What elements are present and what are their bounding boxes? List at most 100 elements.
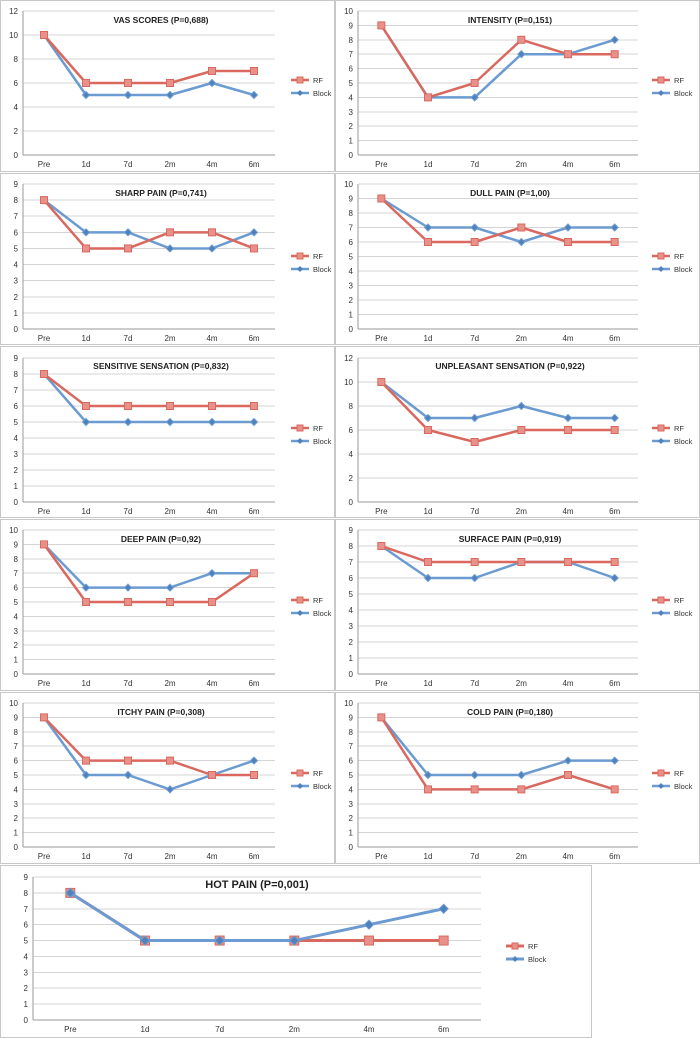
data-point-rf (82, 756, 90, 765)
x-tick-label: 2m (164, 852, 175, 861)
x-tick-label: 4m (206, 852, 217, 861)
x-tick-label: 2m (164, 334, 175, 343)
data-point-rf (166, 228, 174, 237)
legend-label-rf: RF (674, 76, 684, 85)
data-point-block (123, 90, 133, 100)
y-tick-label: 4 (14, 785, 19, 794)
chart-title: SHARP PAIN (P=0,741) (115, 188, 207, 198)
legend-marker-rf (657, 424, 665, 432)
y-tick-label: 7 (24, 905, 29, 914)
x-tick-label: 6m (609, 679, 620, 688)
x-tick-label: 1d (424, 160, 433, 169)
y-tick-label: 0 (14, 498, 19, 507)
series-line-block (43, 543, 254, 589)
y-tick-label: 3 (14, 627, 19, 636)
data-point-block (81, 90, 91, 100)
y-tick-label: 10 (344, 7, 353, 16)
y-tick-label: 7 (14, 742, 19, 751)
data-point-block (165, 244, 175, 253)
data-point-block (123, 417, 133, 427)
x-tick-label: 4m (562, 334, 573, 343)
series-line-block (380, 381, 615, 420)
series-line-block (69, 891, 444, 943)
y-tick-label: 8 (14, 728, 19, 737)
chart-panel-deep-pain: 0 1 2 3 4 5 6 7 8 9 10 Pre 1d 7d 2m 4m 6m DEEP PAIN (P=0,… (0, 519, 335, 691)
legend-marker-block (297, 610, 303, 616)
series-line-rf (69, 891, 444, 943)
data-point-block (81, 417, 91, 427)
data-point-rf (470, 238, 479, 246)
data-point-block (249, 756, 259, 765)
y-tick-label: 1 (24, 1000, 29, 1009)
x-tick-label: 7d (470, 334, 479, 343)
x-tick-label: 2m (516, 679, 527, 688)
line-chart: 0 1 2 3 4 5 6 7 8 9 10 Pre 1d 7d 2m 4m 6m ITCHY PAIN (P=0… (9, 699, 332, 861)
data-point-block (610, 35, 619, 45)
data-point-block (123, 583, 133, 592)
data-point-block (123, 770, 133, 780)
legend-label-block: Block (313, 782, 332, 791)
x-tick-label: 6m (609, 852, 620, 861)
x-tick-label: 7d (470, 160, 479, 169)
data-point-rf (377, 378, 386, 386)
y-tick-label: 6 (349, 65, 354, 74)
x-tick-label: 1d (82, 852, 91, 861)
data-point-rf (208, 228, 216, 237)
y-tick-label: 5 (14, 244, 19, 253)
legend-marker-block (658, 783, 664, 789)
data-point-rf (377, 21, 386, 30)
legend-marker-rf (657, 76, 665, 84)
x-tick-label: 4m (562, 852, 573, 861)
y-tick-label: 1 (349, 311, 354, 320)
data-point-block (610, 413, 619, 423)
y-tick-label: 10 (9, 526, 18, 535)
legend-label-block: Block (528, 955, 547, 964)
data-point-block (423, 413, 433, 423)
legend-marker-block (297, 438, 303, 444)
chart-title: VAS SCORES (P=0,688) (113, 15, 208, 25)
data-point-block (470, 223, 479, 232)
x-tick-label: 7d (124, 679, 133, 688)
data-point-block (517, 237, 526, 247)
chart-panel-sharp-pain: 0 1 2 3 4 5 6 7 8 9 Pre 1d 7d 2m 4m 6m SHARP PAIN (P=0,7… (0, 173, 335, 345)
data-point-rf (470, 558, 479, 566)
y-tick-label: 5 (349, 79, 354, 88)
x-tick-label: Pre (375, 852, 388, 861)
data-point-block (165, 90, 175, 100)
y-tick-label: 2 (14, 814, 19, 823)
y-tick-label: 3 (349, 800, 354, 809)
x-tick-label: 4m (206, 679, 217, 688)
y-tick-label: 5 (349, 253, 354, 262)
series-line-rf (380, 24, 615, 99)
data-point-rf (424, 426, 432, 434)
y-tick-label: 0 (349, 843, 354, 852)
data-point-rf (564, 238, 572, 246)
data-point-block (470, 573, 479, 583)
y-tick-label: 3 (14, 450, 19, 459)
data-point-rf (470, 79, 479, 87)
legend-marker-block (297, 783, 303, 789)
data-point-rf (470, 438, 479, 446)
legend-marker-rf (296, 596, 304, 604)
x-tick-label: 4m (562, 507, 573, 516)
y-tick-label: 8 (349, 728, 354, 737)
y-tick-label: 2 (349, 474, 354, 483)
data-point-block (65, 887, 76, 899)
data-point-rf (40, 31, 48, 39)
y-tick-label: 2 (14, 466, 19, 475)
y-tick-label: 0 (14, 843, 19, 852)
y-tick-label: 8 (349, 402, 354, 411)
data-point-rf (564, 771, 572, 779)
y-tick-label: 9 (14, 540, 19, 549)
y-tick-label: 7 (14, 569, 19, 578)
x-tick-label: 7d (124, 160, 133, 169)
data-point-rf (124, 402, 132, 410)
chart-title: INTENSITY (P=0,151) (468, 15, 552, 25)
chart-panel-hot-pain: 0 1 2 3 4 5 6 7 8 9 Pre 1d 7d 2m 4m 6m HOT PAIN (P=0,001… (0, 865, 592, 1038)
line-chart: 0 1 2 3 4 5 6 7 8 9 10 Pre 1d 7d 2m 4m 6m DEEP PAIN (P=0,… (9, 526, 331, 688)
data-point-rf (250, 67, 258, 75)
line-chart: 0 2 4 6 8 10 12 Pre 1d 7d 2m 4m 6m VAS SCORES (P=0,68… (9, 7, 331, 169)
y-tick-label: 6 (349, 574, 354, 583)
data-point-rf (82, 244, 90, 253)
x-tick-label: 1d (82, 160, 91, 169)
